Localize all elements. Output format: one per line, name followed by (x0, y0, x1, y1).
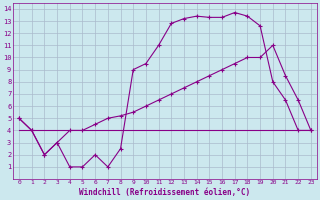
X-axis label: Windchill (Refroidissement éolien,°C): Windchill (Refroidissement éolien,°C) (79, 188, 251, 197)
